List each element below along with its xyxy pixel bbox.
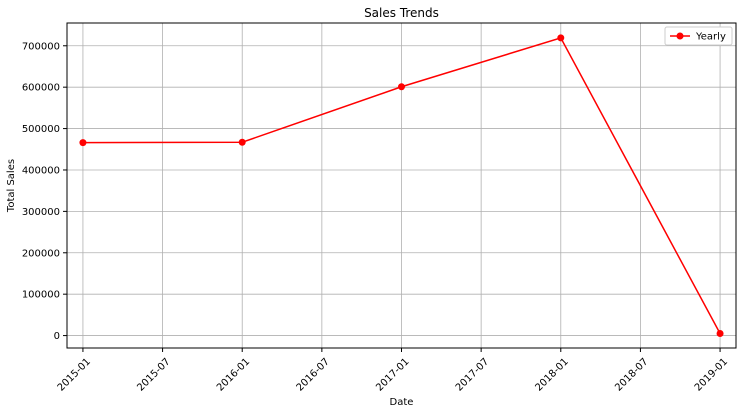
y-tick-label: 200000 [22, 248, 60, 259]
y-tick-label: 100000 [22, 290, 60, 301]
series-layer [79, 34, 724, 338]
x-tick-label: 2018-07 [613, 356, 650, 393]
legend-marker-swatch [676, 32, 684, 40]
x-tick-label: 2016-07 [295, 356, 332, 393]
x-tick-label: 2015-01 [56, 356, 93, 393]
x-tick-label: 2015-07 [135, 356, 172, 393]
y-tick-label: 600000 [22, 83, 60, 94]
data-point [238, 138, 246, 146]
y-tick-label: 300000 [22, 207, 60, 218]
legend-entry-yearly: Yearly [695, 32, 726, 43]
x-axis-ticks: 2015-01 2015-07 2016-01 2016-07 2017-01 2017-… [56, 348, 730, 394]
y-axis-label: Total Sales [6, 159, 17, 213]
legend-box [664, 26, 733, 46]
x-tick-label: 2017-01 [374, 356, 411, 393]
legend: Yearly [664, 26, 733, 46]
x-tick-label: 2018-01 [534, 356, 571, 393]
x-tick-label: 2017-07 [454, 356, 491, 393]
y-tick-label: 400000 [22, 165, 60, 176]
y-axis-ticks: 0 100000 200000 300000 400000 500000 600000 700… [22, 41, 67, 342]
y-tick-label: 700000 [22, 41, 60, 52]
x-axis-label: Date [390, 397, 414, 408]
data-point [398, 83, 405, 91]
data-point [716, 330, 724, 338]
data-point [557, 34, 565, 42]
x-tick-label: 2019-01 [693, 356, 730, 393]
y-tick-label: 0 [54, 331, 60, 342]
data-point [79, 139, 87, 147]
grid [67, 23, 736, 348]
x-tick-label: 2016-01 [215, 356, 252, 393]
y-tick-label: 500000 [22, 124, 60, 135]
chart-title: Sales Trends [364, 6, 439, 20]
